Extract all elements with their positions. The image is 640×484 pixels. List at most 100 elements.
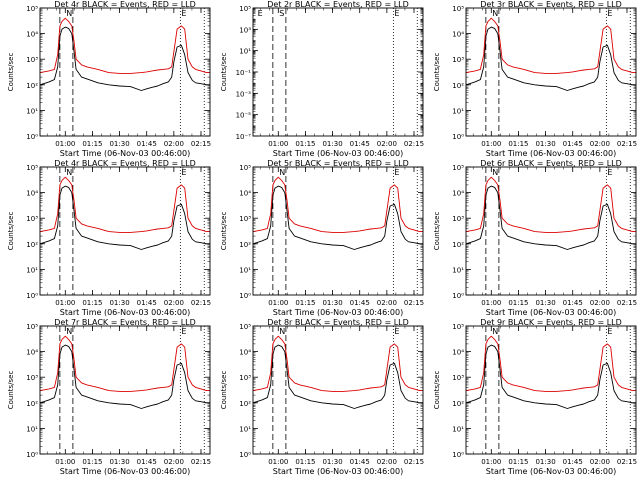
series-line-events xyxy=(39,185,210,250)
x-tick-label: 01:15 xyxy=(82,299,102,307)
marker-letter: E xyxy=(181,168,186,177)
y-tick-label: 10³ xyxy=(239,215,251,223)
y-tick-label: 10¹ xyxy=(452,425,464,433)
series-line-lld xyxy=(39,335,210,392)
y-tick-label: 10³ xyxy=(452,215,464,223)
panel-1: Det 4r BLACK = Events, RED = LLD Counts/s… xyxy=(7,0,211,158)
x-tick-label: 02:15 xyxy=(617,140,637,148)
x-tick-label: 01:45 xyxy=(137,458,157,466)
y-tick-label: 10⁵ xyxy=(239,164,251,172)
marker-letter: E xyxy=(394,168,399,177)
x-tick-label: 02:00 xyxy=(590,299,610,307)
x-tick-label: 01:00 xyxy=(268,458,288,466)
y-tick-label: 10⁰ xyxy=(452,292,464,300)
y-tick-label: 10⁵ xyxy=(239,323,251,331)
marker-letter: N xyxy=(66,327,72,336)
marker-letter: E xyxy=(181,9,186,18)
x-tick-label: 01:00 xyxy=(481,140,501,148)
y-axis-label: Counts/sec xyxy=(7,371,15,410)
x-tick-label: 01:00 xyxy=(268,299,288,307)
panel-title: Det 7r BLACK = Events, RED = LLD xyxy=(54,318,196,327)
y-axis-label: Counts/sec xyxy=(433,371,441,410)
y-tick-label: 10⁰ xyxy=(26,451,38,459)
panel-title: Det 2r BLACK = Events, RED = LLD xyxy=(267,0,409,9)
x-tick-label: 02:00 xyxy=(377,140,397,148)
y-axis-label: Counts/sec xyxy=(220,371,228,410)
y-tick-label: 10⁰ xyxy=(26,292,38,300)
x-tick-label: 01:30 xyxy=(535,299,555,307)
y-tick-label: 10⁴ xyxy=(26,31,38,39)
marker-letter: S xyxy=(279,9,284,18)
x-tick-label: 01:30 xyxy=(109,140,129,148)
marker-letter: N xyxy=(66,168,72,177)
y-axis-label: Counts/sec xyxy=(220,53,228,92)
y-tick-label: 10³ xyxy=(26,374,38,382)
y-tick-label: 10⁴ xyxy=(452,31,464,39)
y-tick-label: 10⁴ xyxy=(239,190,251,198)
y-axis-label: Counts/sec xyxy=(433,53,441,92)
marker-letter: N xyxy=(492,9,498,18)
y-tick-label: 10³ xyxy=(239,374,251,382)
y-tick-label: 10¹ xyxy=(239,425,251,433)
y-tick-label: 10² xyxy=(239,241,251,249)
x-tick-label: 01:15 xyxy=(82,140,102,148)
y-tick-label: 10⁰ xyxy=(239,451,251,459)
x-tick-label: 02:15 xyxy=(404,458,424,466)
y-tick-label: 10³ xyxy=(26,215,38,223)
x-tick-label: 01:00 xyxy=(268,140,288,148)
y-tick-label: 10² xyxy=(239,400,251,408)
panel-title: Det 5r BLACK = Events, RED = LLD xyxy=(267,159,409,168)
series-line-events xyxy=(39,26,210,91)
y-axis-label: Counts/sec xyxy=(433,212,441,251)
y-tick-label: 10⁻⁷ xyxy=(236,133,252,141)
x-tick-label: 01:45 xyxy=(137,299,157,307)
series-line-lld xyxy=(39,176,210,233)
x-tick-label: 01:45 xyxy=(563,299,583,307)
panel-4: Det 4r BLACK = Events, RED = LLD Counts/s… xyxy=(7,159,211,317)
y-tick-label: 10⁴ xyxy=(452,349,464,357)
x-tick-label: 01:15 xyxy=(295,299,315,307)
marker-letter: E xyxy=(394,327,399,336)
x-tick-label: 02:15 xyxy=(617,458,637,466)
y-tick-label: 10¹ xyxy=(239,266,251,274)
y-tick-label: 10¹ xyxy=(452,266,464,274)
y-tick-label: 10² xyxy=(26,400,38,408)
x-tick-label: 02:15 xyxy=(404,140,424,148)
x-tick-label: 01:30 xyxy=(535,458,555,466)
y-tick-label: 10² xyxy=(452,400,464,408)
y-tick-label: 10⁻⁵ xyxy=(236,112,252,120)
marker-letter: N xyxy=(492,168,498,177)
x-tick-label: 01:15 xyxy=(508,140,528,148)
y-tick-label: 10⁴ xyxy=(26,190,38,198)
panel-title: Det 9r BLACK = Events, RED = LLD xyxy=(480,318,622,327)
x-tick-label: 02:00 xyxy=(164,299,184,307)
panel-5: Det 5r BLACK = Events, RED = LLD Counts/s… xyxy=(220,159,424,317)
series-line-lld xyxy=(465,335,636,392)
plot-frame xyxy=(39,7,211,137)
series-line-events xyxy=(252,185,423,250)
y-tick-label: 10⁰ xyxy=(239,292,251,300)
x-tick-label: 01:30 xyxy=(535,140,555,148)
x-tick-label: 01:00 xyxy=(55,299,75,307)
y-tick-label: 10⁵ xyxy=(26,323,38,331)
y-tick-label: 10² xyxy=(452,241,464,249)
x-tick-label: 02:15 xyxy=(191,140,211,148)
marker-letter: N xyxy=(492,327,498,336)
x-axis-label: Start Time (06-Nov-03 00:46:00) xyxy=(486,308,616,317)
y-tick-label: 10⁵ xyxy=(239,5,251,13)
y-tick-label: 10¹ xyxy=(239,48,251,56)
x-tick-label: 01:45 xyxy=(350,458,370,466)
series-line-events xyxy=(252,344,423,409)
y-tick-label: 10⁰ xyxy=(26,133,38,141)
x-axis-label: Start Time (06-Nov-03 00:46:00) xyxy=(486,149,616,158)
y-tick-label: 10⁻¹ xyxy=(236,69,252,77)
x-axis-label: Start Time (06-Nov-03 00:46:00) xyxy=(273,149,403,158)
x-tick-label: 02:15 xyxy=(191,299,211,307)
x-tick-label: 02:00 xyxy=(164,140,184,148)
panel-7: Det 7r BLACK = Events, RED = LLD Counts/s… xyxy=(7,318,211,476)
x-tick-label: 01:15 xyxy=(295,458,315,466)
panel-title: Det 6r BLACK = Events, RED = LLD xyxy=(480,159,622,168)
x-axis-label: Start Time (06-Nov-03 00:46:00) xyxy=(486,467,616,476)
y-tick-label: 10² xyxy=(452,82,464,90)
